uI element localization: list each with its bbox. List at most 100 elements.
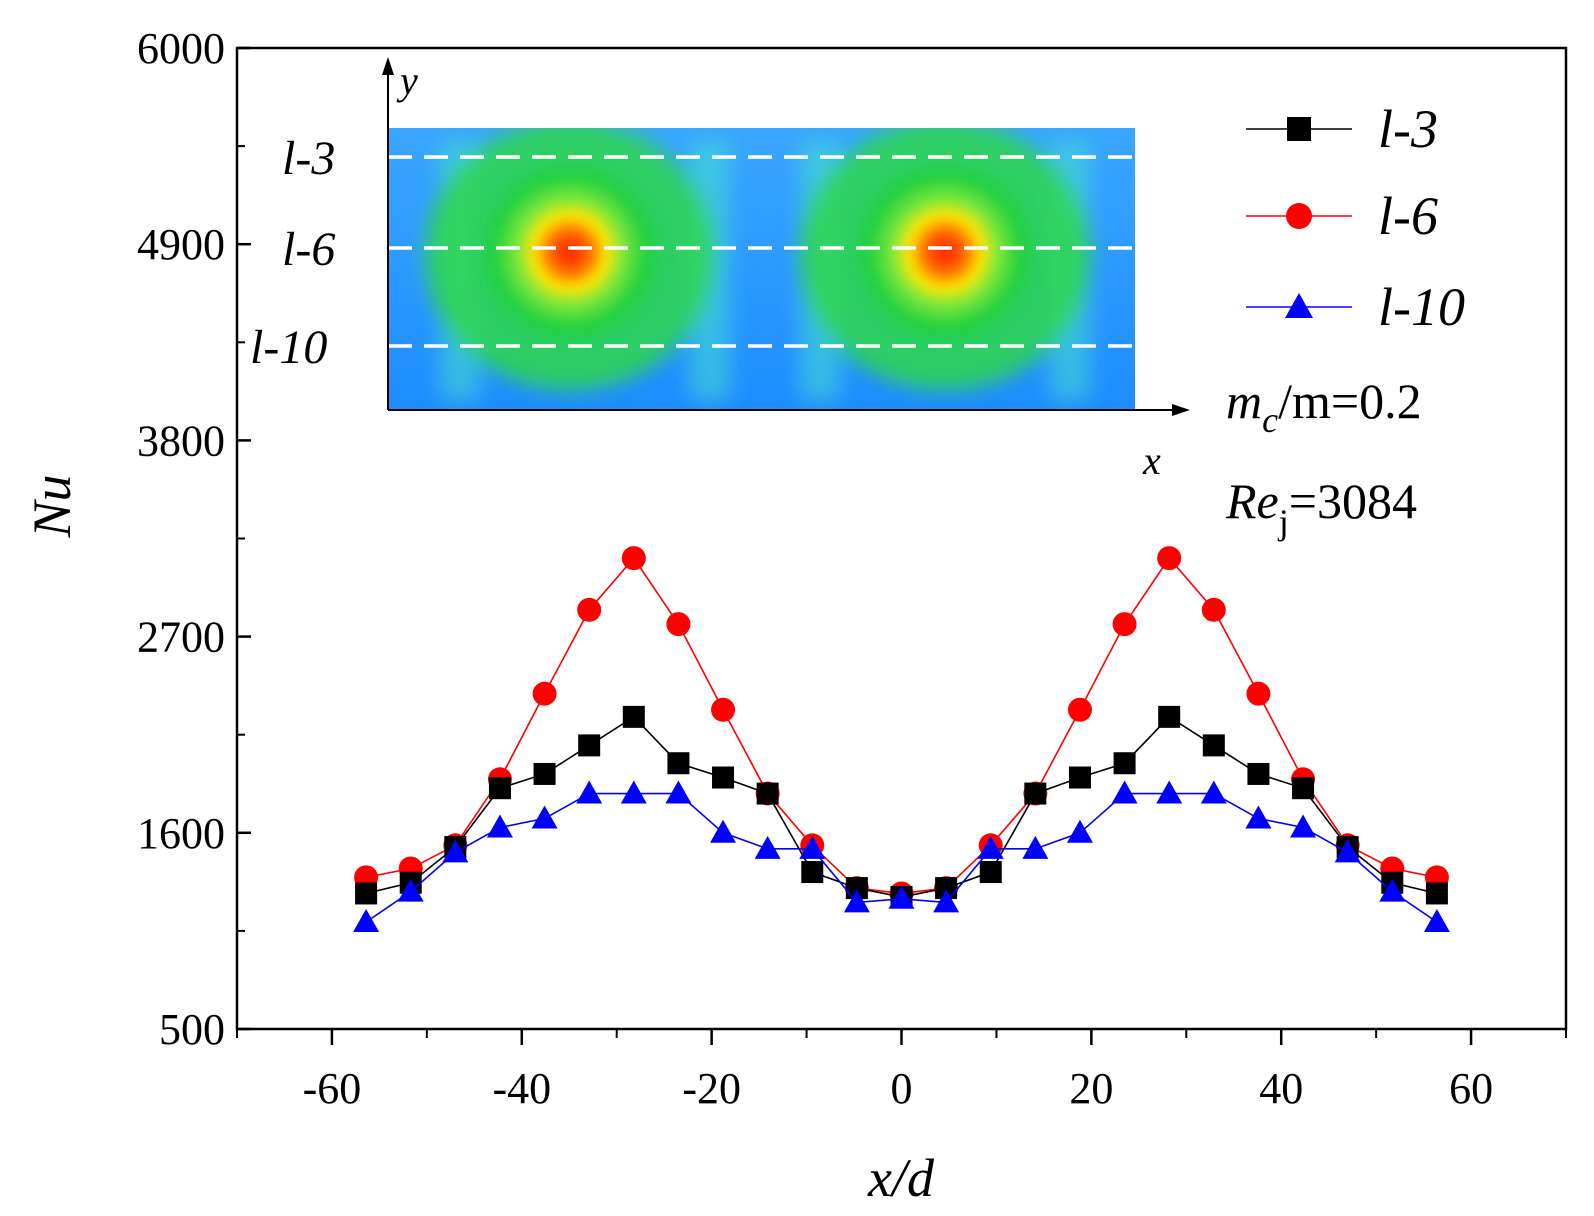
- y-tick-label: 4900: [137, 220, 225, 269]
- y-axis-title: Nu: [22, 474, 82, 538]
- point-l-10: [977, 835, 1004, 859]
- series-group: [353, 546, 1450, 932]
- mass-ratio-rest: /m=0.2: [1278, 373, 1421, 429]
- point-l-3: [712, 766, 735, 789]
- point-l-10: [1156, 780, 1183, 804]
- legend-marker: [1286, 203, 1312, 229]
- y-tick-label: 6000: [137, 24, 225, 73]
- point-l-6: [532, 681, 557, 706]
- point-l-3: [1024, 782, 1047, 805]
- point-l-6: [1067, 697, 1092, 722]
- series-line-l-6: [365, 556, 1438, 895]
- x-tick-label: 0: [891, 1064, 913, 1113]
- inset-x-arrow: [1172, 404, 1190, 416]
- point-l-3: [578, 734, 601, 757]
- point-l-3: [355, 882, 378, 905]
- legend: l-3 l-6 l-10: [1246, 99, 1465, 337]
- mass-ratio-sub: c: [1262, 400, 1278, 440]
- point-l-6: [1246, 681, 1271, 706]
- point-l-10: [888, 885, 915, 909]
- y-tick-label: 3800: [137, 416, 225, 465]
- point-l-6: [666, 612, 691, 637]
- inset-x-label: x: [1142, 438, 1161, 483]
- reynolds-annotation: Rej=3084: [1225, 473, 1417, 542]
- point-l-3: [1068, 766, 1091, 789]
- point-l-3: [1202, 734, 1225, 757]
- series-l-10: [353, 780, 1450, 932]
- inset-y-arrow: [382, 57, 394, 75]
- point-l-10: [1379, 878, 1406, 902]
- point-l-10: [1245, 805, 1272, 829]
- point-l-3: [1425, 882, 1448, 905]
- x-tick-label: -20: [682, 1064, 741, 1113]
- point-l-3: [801, 861, 824, 884]
- point-l-10: [933, 889, 960, 913]
- point-l-3: [845, 877, 868, 900]
- point-l-3: [1247, 762, 1270, 785]
- inset-hotspot-right: [850, 157, 1040, 347]
- legend-label: l-10: [1378, 277, 1465, 337]
- point-l-10: [843, 889, 870, 913]
- y-tick-label: 1600: [137, 809, 225, 858]
- series-line-l-3: [365, 715, 1438, 898]
- reynolds-sub: j: [1277, 502, 1289, 542]
- mass-ratio-m: m: [1226, 373, 1262, 429]
- point-l-3: [622, 705, 645, 728]
- x-tick-label: 60: [1449, 1064, 1493, 1113]
- x-tick-label: -40: [492, 1064, 551, 1113]
- y-tick-label: 500: [159, 1005, 225, 1054]
- series-l-3: [355, 705, 1448, 909]
- point-l-10: [1066, 819, 1093, 843]
- point-l-10: [665, 780, 692, 804]
- point-l-10: [754, 835, 781, 859]
- point-l-10: [442, 839, 469, 863]
- legend-label: l-6: [1378, 186, 1438, 246]
- x-axis-title: x/d: [867, 1148, 935, 1208]
- point-l-6: [1157, 546, 1182, 571]
- point-l-3: [1113, 752, 1136, 775]
- point-l-10: [353, 908, 380, 932]
- point-l-6: [577, 597, 602, 622]
- legend-label: l-3: [1378, 99, 1438, 159]
- y-axis: 500 1600 2700 3800 4900 6000: [137, 24, 251, 1054]
- legend-marker: [1285, 293, 1313, 318]
- legend-entry-l-10: l-10: [1246, 277, 1465, 337]
- point-l-10: [1334, 839, 1361, 863]
- x-tick-label: 20: [1069, 1064, 1113, 1113]
- point-l-10: [397, 878, 424, 902]
- x-tick-label: -60: [303, 1064, 362, 1113]
- inset-label-l10: l-10: [250, 321, 327, 374]
- x-tick-label: 40: [1259, 1064, 1303, 1113]
- point-l-10: [1290, 814, 1317, 838]
- inset-label-l6: l-6: [282, 223, 335, 276]
- point-l-6: [621, 546, 646, 571]
- series-l-6: [354, 546, 1449, 906]
- point-l-3: [1292, 777, 1315, 800]
- point-l-10: [486, 814, 513, 838]
- reynolds-re: Re: [1225, 473, 1279, 529]
- inset-y-label: y: [396, 58, 418, 103]
- point-l-10: [1423, 908, 1450, 932]
- legend-entry-l-3: l-3: [1246, 99, 1438, 159]
- point-l-10: [531, 805, 558, 829]
- point-l-3: [935, 877, 958, 900]
- point-l-3: [979, 861, 1002, 884]
- inset-hotspot-left: [475, 157, 665, 347]
- point-l-10: [1200, 780, 1227, 804]
- point-l-3: [1158, 705, 1181, 728]
- point-l-6: [1201, 597, 1226, 622]
- point-l-10: [1022, 835, 1049, 859]
- point-l-10: [799, 835, 826, 859]
- reynolds-rest: =3084: [1289, 473, 1417, 529]
- point-l-3: [756, 782, 779, 805]
- inset-label-l3: l-3: [282, 132, 335, 185]
- legend-entry-l-6: l-6: [1246, 186, 1438, 246]
- point-l-3: [533, 762, 556, 785]
- mass-ratio-annotation: mc/m=0.2: [1226, 373, 1422, 440]
- legend-marker: [1287, 117, 1311, 141]
- inset-heatmap: [388, 128, 1135, 410]
- point-l-10: [576, 780, 603, 804]
- point-l-3: [667, 752, 690, 775]
- point-l-3: [488, 777, 511, 800]
